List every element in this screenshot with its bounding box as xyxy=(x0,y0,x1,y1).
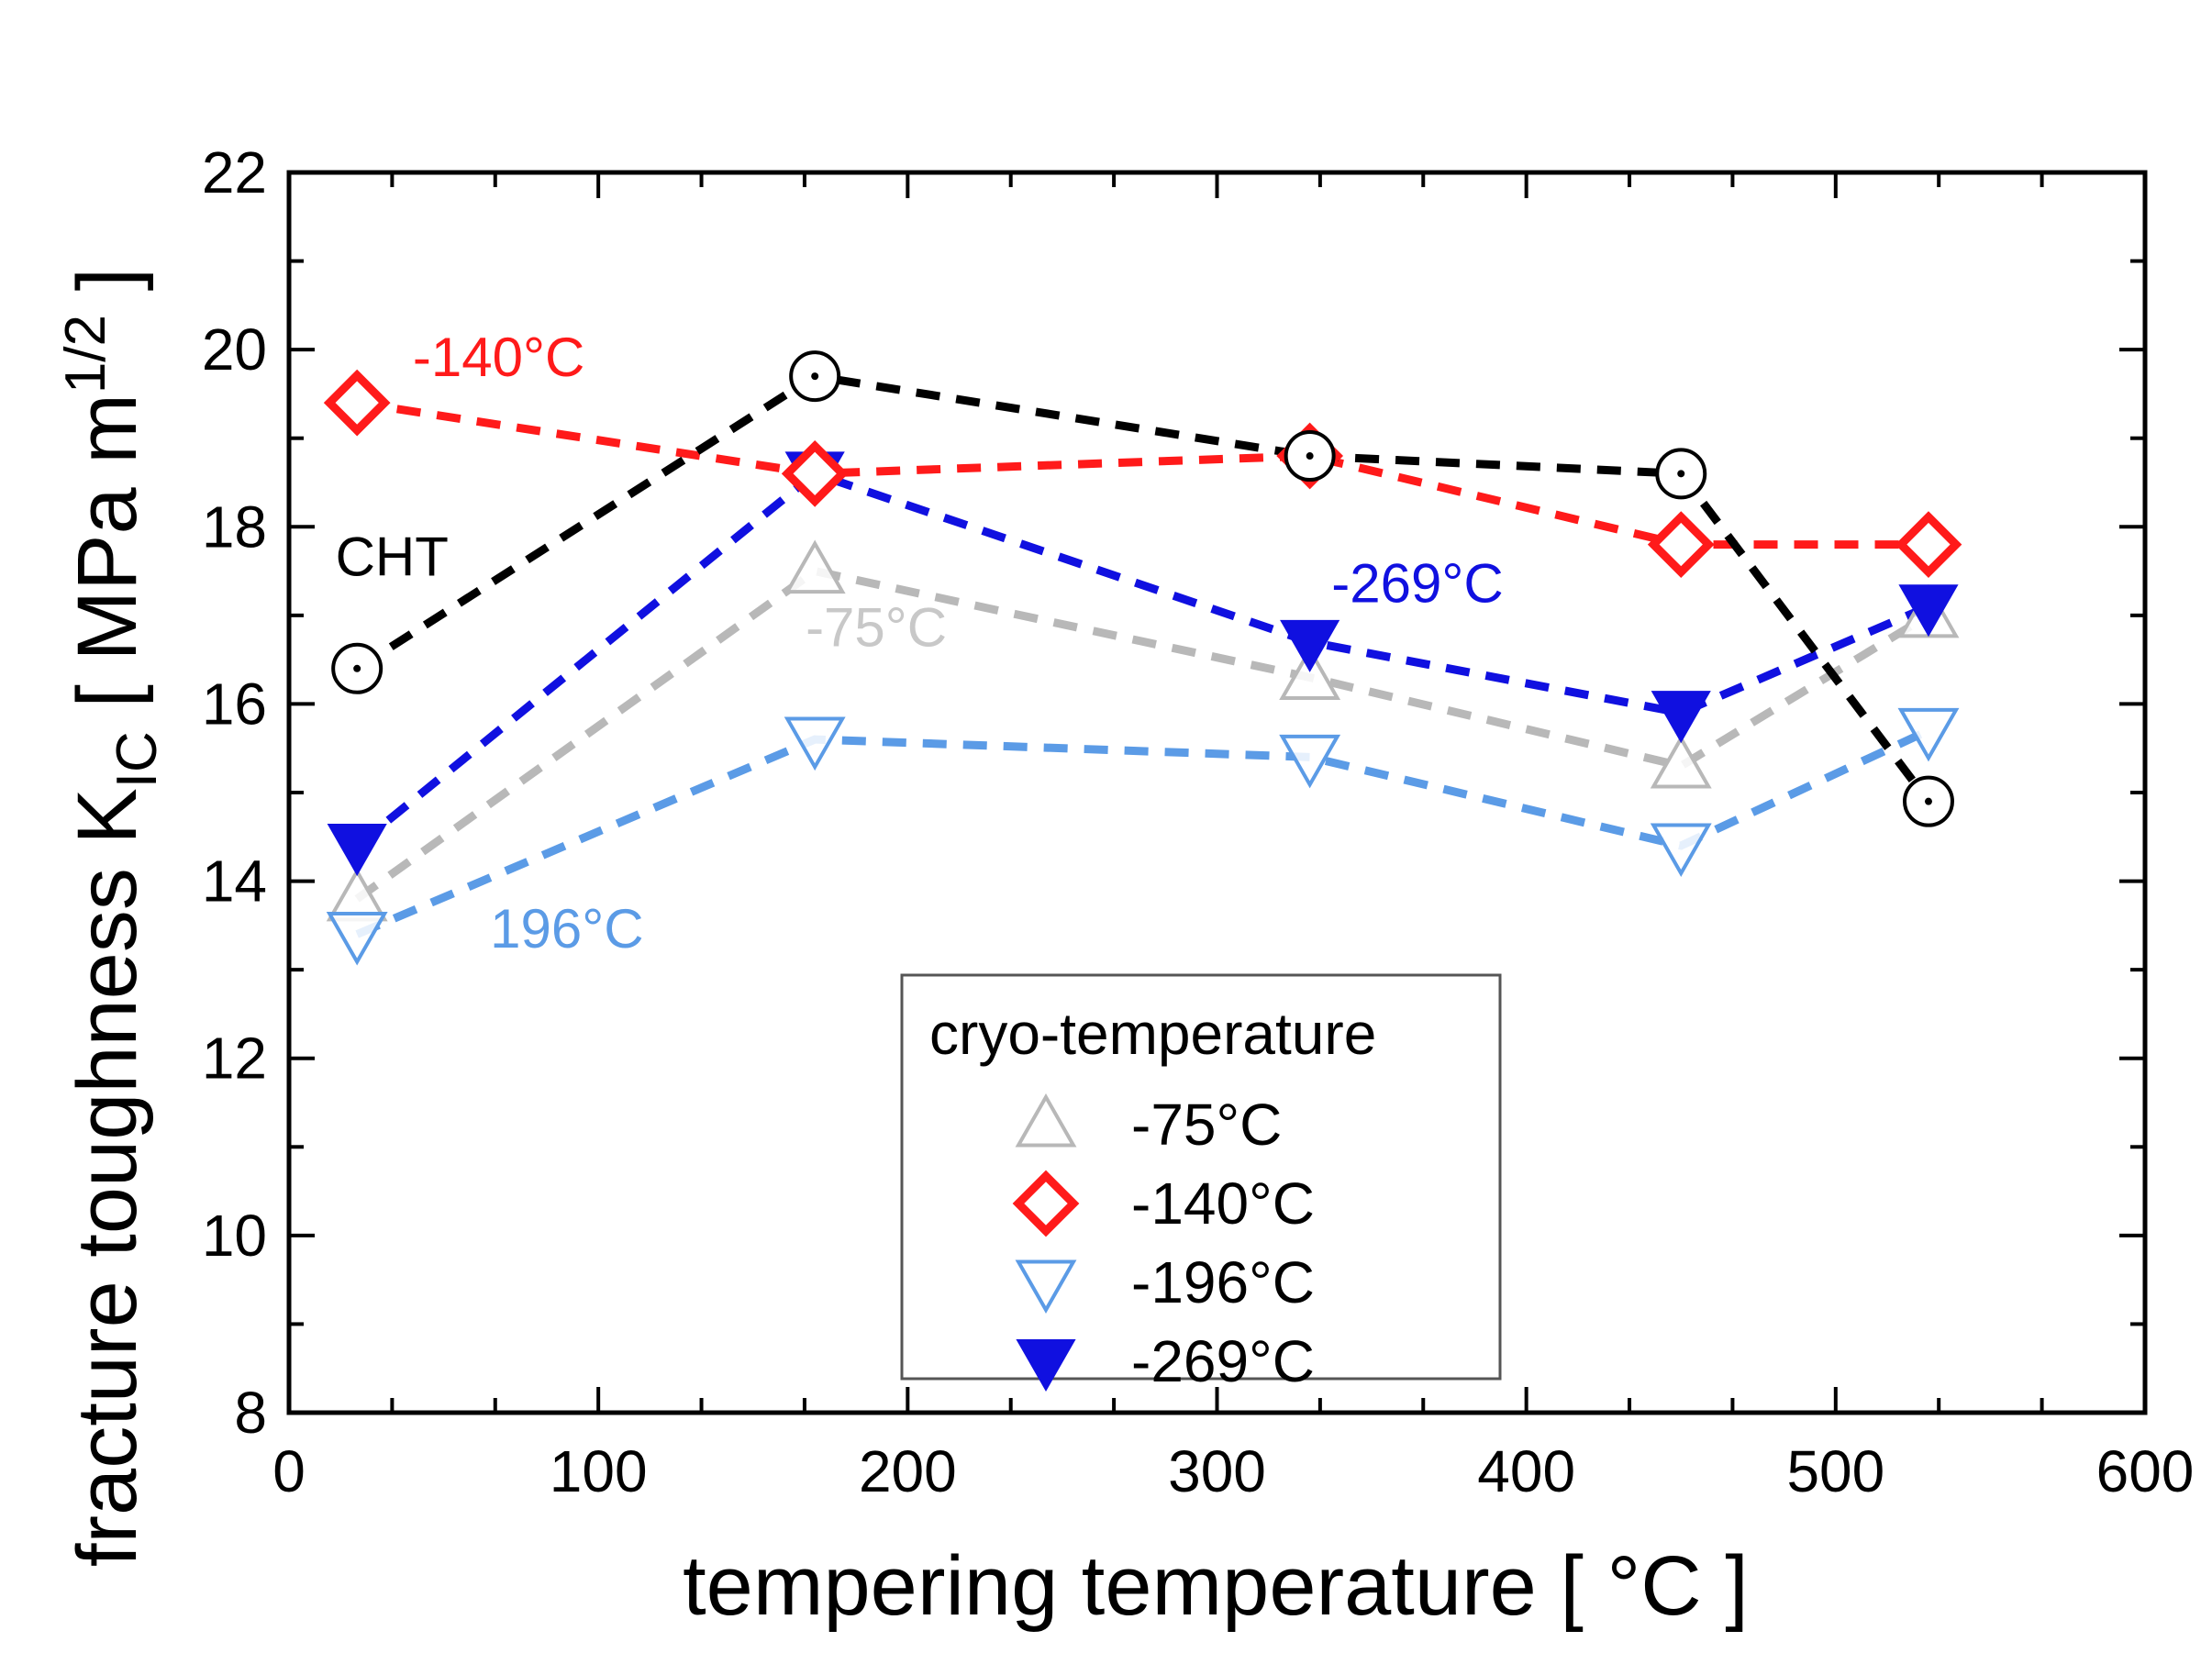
series-line-140c xyxy=(356,398,1929,549)
y-axis-title-unit: [ MPa m xyxy=(61,394,154,731)
y-tick-label: 16 xyxy=(202,671,267,737)
x-tick-label: 600 xyxy=(2096,1438,2195,1504)
legend-item: -75°C xyxy=(1015,1092,1282,1158)
x-axis-title: tempering temperature [ °C ] xyxy=(683,1539,1749,1633)
data-point-cht xyxy=(1902,775,1954,827)
legend-label: -269°C xyxy=(1131,1328,1315,1394)
legend-items: -75°C -140°C -196°C -269°C xyxy=(1012,1092,1315,1394)
data-point-269c xyxy=(1280,619,1340,672)
legend-marker xyxy=(1015,1259,1077,1314)
legend-marker xyxy=(1015,1093,1077,1148)
x-tick-label: 400 xyxy=(1477,1438,1575,1504)
data-point-269c xyxy=(1898,584,1959,638)
data-point-196c xyxy=(1650,823,1712,877)
y-tick-label: 8 xyxy=(234,1380,267,1446)
y-axis-title-close: ] xyxy=(61,268,154,315)
data-point-cht xyxy=(1655,448,1707,500)
data-point-75c xyxy=(784,539,846,594)
legend-marker xyxy=(1012,1170,1080,1237)
data-point-75c xyxy=(1279,646,1341,700)
legend-label: -196°C xyxy=(1131,1249,1315,1315)
x-tick-label: 0 xyxy=(272,1438,306,1504)
data-point-140c xyxy=(323,369,391,437)
y-axis-title-subscript: IC xyxy=(106,731,169,788)
y-tick-label: 22 xyxy=(202,139,267,205)
data-point-196c xyxy=(1897,707,1960,762)
y-axis-title: fracture toughness KIC [ MPa m1/2 ] xyxy=(54,268,169,1567)
y-tick-label: 18 xyxy=(202,494,267,560)
data-point-cht xyxy=(331,642,383,694)
data-point-196c xyxy=(784,716,846,771)
data-point-140c xyxy=(1647,511,1715,578)
y-tick-label: 14 xyxy=(202,849,267,915)
series-annotation: -140°C xyxy=(413,327,584,388)
data-point-cht xyxy=(789,350,841,403)
data-point-269c xyxy=(1651,691,1711,744)
plot-frame xyxy=(286,170,2148,1415)
data-point-140c xyxy=(781,439,849,507)
annotations: -140°C CHT -75°C -269°C 196°C xyxy=(336,327,1504,960)
legend-marker xyxy=(1016,1339,1076,1392)
x-tick-label: 100 xyxy=(550,1438,648,1504)
legend-box xyxy=(900,973,1502,1381)
x-tick-label: 300 xyxy=(1168,1438,1266,1504)
series-line-196c xyxy=(355,727,1930,938)
y-tick-label: 10 xyxy=(202,1203,267,1269)
series-markers xyxy=(323,350,1962,966)
legend: cryo-temperature -75°C -140°C -196°C -269°C xyxy=(900,973,1502,1394)
data-point-140c xyxy=(1895,511,1962,578)
legend-item: -140°C xyxy=(1012,1170,1315,1237)
x-tick-label: 200 xyxy=(859,1438,957,1504)
x-tick-label: 500 xyxy=(1786,1438,1884,1504)
y-tick-label: 20 xyxy=(202,316,267,383)
data-point-196c xyxy=(1279,734,1341,789)
legend-item: -196°C xyxy=(1015,1249,1315,1315)
legend-item: -269°C xyxy=(1016,1328,1315,1394)
y-axis-title-main: fracture toughness K xyxy=(61,788,154,1567)
series-annotation: 196°C xyxy=(490,898,643,960)
series-line-cht xyxy=(354,372,1932,804)
y-tick-labels: 8 10 12 14 16 18 20 22 xyxy=(202,139,267,1446)
series-annotation: -269°C xyxy=(1331,552,1503,614)
legend-label: -75°C xyxy=(1131,1092,1282,1158)
y-tick-label: 12 xyxy=(202,1026,267,1092)
y-axis-title-exponent: 1/2 xyxy=(54,315,117,394)
series-annotation: -75°C xyxy=(806,597,947,659)
data-point-196c xyxy=(326,912,388,966)
data-point-269c xyxy=(327,823,387,876)
legend-title: cryo-temperature xyxy=(929,1001,1376,1067)
legend-label: -140°C xyxy=(1131,1170,1315,1237)
data-point-75c xyxy=(1650,734,1712,789)
series-annotation: CHT xyxy=(336,526,449,587)
x-tick-labels: 0 100 200 300 400 500 600 xyxy=(272,1438,2194,1504)
data-point-cht xyxy=(1284,430,1336,483)
